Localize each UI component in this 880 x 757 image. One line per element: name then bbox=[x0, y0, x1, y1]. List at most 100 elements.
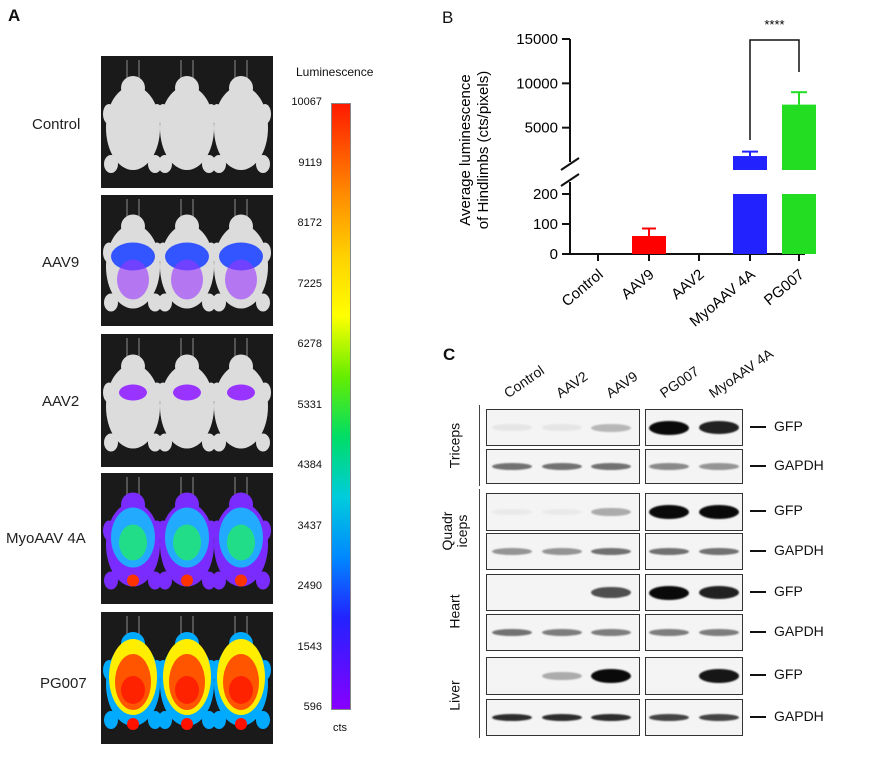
protein-band bbox=[542, 463, 582, 470]
protein-band bbox=[649, 585, 689, 600]
bar-upper-segment bbox=[782, 104, 816, 170]
marker-gapdh: GAPDH bbox=[750, 542, 824, 558]
tissue-separator bbox=[479, 489, 480, 572]
protein-band bbox=[492, 508, 532, 516]
colorbar-tick-label: 8172 bbox=[297, 217, 322, 229]
y-tick-label: 5000 bbox=[525, 120, 558, 137]
blot-gfp bbox=[486, 493, 640, 531]
protein-band bbox=[699, 548, 739, 555]
protein-band bbox=[699, 629, 739, 636]
mouse-image-control bbox=[101, 56, 273, 188]
protein-band bbox=[542, 714, 582, 721]
protein-band bbox=[649, 714, 689, 721]
blot-gfp bbox=[645, 409, 743, 446]
colorbar-tick-label: 10067 bbox=[291, 96, 322, 108]
protein-band bbox=[699, 585, 739, 600]
marker-gapdh: GAPDH bbox=[750, 457, 824, 473]
protein-band bbox=[591, 586, 631, 599]
row-label-aav9: AAV9 bbox=[42, 254, 80, 271]
protein-band bbox=[699, 463, 739, 470]
y-tick-label: 10000 bbox=[516, 75, 558, 92]
x-tick-label: PG007 bbox=[761, 266, 808, 309]
marker-gapdh: GAPDH bbox=[750, 708, 824, 724]
protein-band bbox=[699, 420, 739, 435]
x-tick-label: AAV9 bbox=[618, 266, 657, 303]
colorbar-title: Luminescence bbox=[296, 65, 374, 79]
marker-gfp: GFP bbox=[750, 583, 803, 599]
protein-band bbox=[591, 548, 631, 555]
mouse-image-myoaav4a bbox=[101, 473, 273, 604]
colorbar-tick-label: 7225 bbox=[297, 277, 322, 290]
blot-gapdh bbox=[486, 614, 640, 651]
colorbar-tick-label: 5331 bbox=[297, 398, 322, 411]
y-tick-label: 15000 bbox=[516, 31, 558, 48]
blot-gfp bbox=[645, 574, 743, 611]
mouse-image-pg007 bbox=[101, 612, 273, 744]
mouse-image-aav2 bbox=[101, 334, 273, 467]
bar-chart: 5000 10000 15000 0 100 200 Average luminescenc… bbox=[457, 17, 816, 330]
tissue-separator bbox=[479, 570, 480, 653]
lane-label-aav9: AAV9 bbox=[602, 367, 641, 401]
blot-gfp bbox=[486, 574, 640, 611]
bar-lower-segment bbox=[782, 194, 816, 254]
tissue-label-heart: Heart bbox=[446, 572, 463, 652]
row-label-aav2: AAV2 bbox=[42, 393, 80, 410]
y-axis-label: Average luminescenceof Hindlimbs (cts/pi… bbox=[457, 71, 492, 229]
tissue-label-liver: Liver bbox=[446, 656, 463, 736]
y-tick-label: 200 bbox=[533, 186, 558, 203]
protein-band bbox=[591, 507, 631, 517]
tissue-label-line: Heart bbox=[446, 594, 463, 629]
blot-gfp bbox=[645, 493, 743, 531]
marker-gfp: GFP bbox=[750, 666, 803, 682]
protein-band bbox=[492, 548, 532, 555]
marker-gfp: GFP bbox=[750, 502, 803, 518]
colorbar-tick-label: 2490 bbox=[297, 580, 322, 592]
luminescence-colorbar bbox=[331, 103, 351, 710]
lane-label-control: Control bbox=[500, 362, 547, 401]
colorbar-tick-label: 1543 bbox=[297, 640, 322, 653]
tissue-label-line: Triceps bbox=[446, 422, 463, 469]
x-tick-label: Control bbox=[559, 266, 607, 310]
significance-label: **** bbox=[764, 17, 784, 32]
axis-break-mark bbox=[560, 173, 580, 187]
tissue-label-line: Quadr bbox=[439, 511, 455, 550]
protein-band bbox=[542, 424, 582, 431]
colorbar-tick-label: 3437 bbox=[297, 519, 322, 532]
marker-gfp: GFP bbox=[750, 418, 803, 434]
protein-band bbox=[649, 629, 689, 636]
row-label-myoaav4a: MyoAAV 4A bbox=[6, 530, 86, 547]
colorbar-tick-label: 596 bbox=[303, 701, 322, 713]
protein-band bbox=[591, 423, 631, 432]
tissue-label-line: iceps bbox=[454, 514, 470, 547]
blot-gapdh bbox=[486, 449, 640, 484]
axis-break-mark bbox=[560, 157, 580, 171]
blot-gapdh bbox=[486, 699, 640, 736]
panel-c-letter: C bbox=[443, 345, 456, 364]
protein-band bbox=[591, 629, 631, 636]
protein-band bbox=[649, 505, 689, 519]
protein-band bbox=[492, 463, 532, 470]
tissue-label-triceps: Triceps bbox=[446, 406, 463, 486]
tissue-label-line: Liver bbox=[446, 680, 463, 711]
protein-band bbox=[649, 463, 689, 470]
blot-gfp bbox=[486, 409, 640, 446]
protein-band bbox=[591, 669, 631, 683]
colorbar-unit: cts bbox=[333, 722, 348, 734]
blot-gapdh bbox=[645, 449, 743, 484]
protein-band bbox=[492, 714, 532, 721]
panel-b-letter: B bbox=[442, 8, 454, 27]
protein-band bbox=[492, 629, 532, 636]
bar bbox=[632, 236, 666, 254]
blot-gapdh bbox=[645, 699, 743, 736]
protein-band bbox=[591, 463, 631, 470]
bar-lower-segment bbox=[733, 194, 767, 254]
protein-band bbox=[699, 505, 739, 519]
tissue-separator bbox=[479, 653, 480, 738]
panel-a-letter: A bbox=[8, 6, 21, 25]
x-tick-label: AAV2 bbox=[668, 266, 707, 303]
protein-band bbox=[649, 420, 689, 435]
colorbar-tick-label: 9119 bbox=[298, 156, 322, 169]
tissue-separator bbox=[479, 405, 480, 486]
protein-band bbox=[699, 669, 739, 683]
lane-label-pg007: PG007 bbox=[656, 362, 702, 401]
